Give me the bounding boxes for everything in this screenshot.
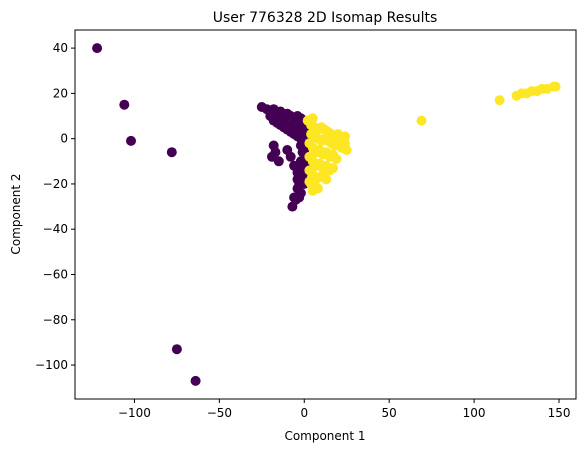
data-point-series-0 [286, 152, 296, 162]
data-point-series-1 [321, 174, 331, 184]
y-tick-label: −80 [43, 313, 68, 327]
y-tick-label: −60 [43, 267, 68, 281]
data-point-series-0 [274, 156, 284, 166]
chart-title: User 776328 2D Isomap Results [213, 10, 438, 26]
data-point-series-0 [294, 193, 304, 203]
x-tick-label: 150 [548, 406, 571, 420]
data-point-series-1 [304, 177, 314, 187]
data-point-series-0 [191, 376, 201, 386]
data-point-series-1 [308, 186, 318, 196]
data-point-series-0 [167, 147, 177, 157]
data-point-series-1 [417, 116, 427, 126]
x-tick-label: 0 [300, 406, 308, 420]
data-point-series-1 [342, 145, 352, 155]
data-point-series-0 [172, 344, 182, 354]
y-axis-label: Component 2 [9, 173, 23, 254]
y-tick-label: 0 [60, 132, 68, 146]
y-tick-label: 40 [53, 41, 68, 55]
data-point-series-1 [333, 129, 343, 139]
y-tick-label: −20 [43, 177, 68, 191]
y-axis: 40 20 0 −20 −40 −60 −80 −100 [35, 41, 75, 372]
data-point-series-1 [332, 154, 342, 164]
data-point-series-0 [92, 43, 102, 53]
x-tick-label: 50 [382, 406, 397, 420]
data-point-series-1 [551, 82, 561, 92]
x-axis: −100 −50 0 50 100 150 [118, 399, 571, 420]
data-point-series-0 [119, 100, 129, 110]
y-tick-label: −40 [43, 222, 68, 236]
x-tick-label: −50 [207, 406, 232, 420]
points-layer [92, 43, 560, 386]
data-point-series-1 [495, 95, 505, 105]
data-point-series-1 [328, 163, 338, 173]
plot-frame [75, 30, 576, 399]
x-axis-label: Component 1 [284, 429, 365, 443]
y-tick-label: 20 [53, 86, 68, 100]
data-point-series-0 [126, 136, 136, 146]
x-tick-label: 100 [463, 406, 486, 420]
data-point-series-0 [296, 163, 306, 173]
y-tick-label: −100 [35, 358, 68, 372]
x-tick-label: −100 [118, 406, 151, 420]
